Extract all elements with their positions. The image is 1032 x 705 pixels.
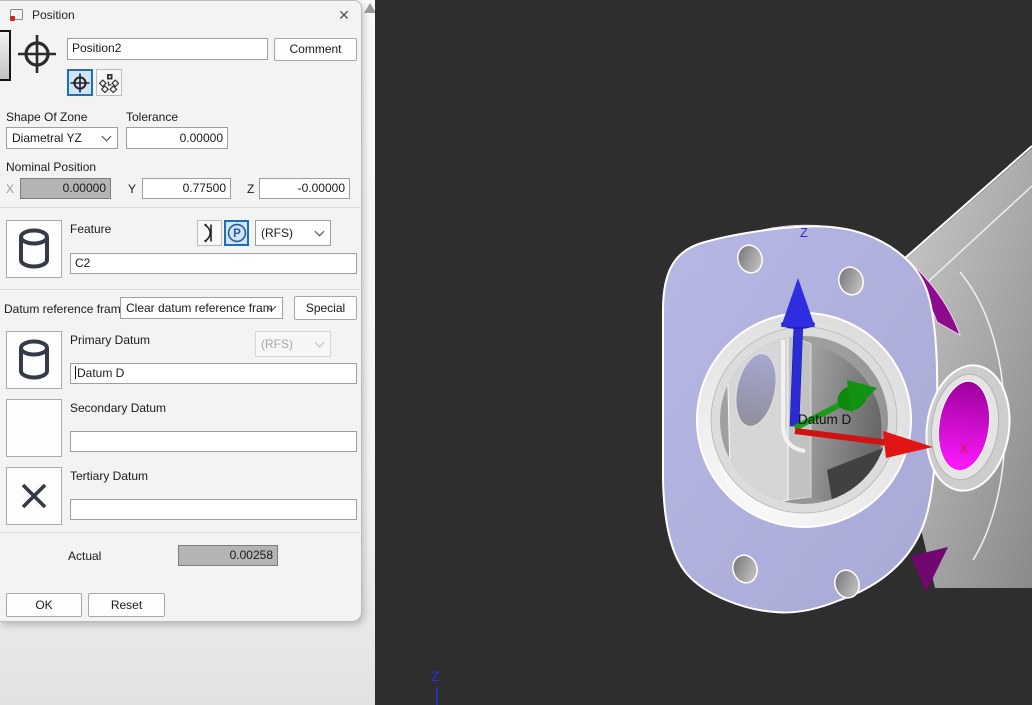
reset-button[interactable]: Reset (88, 593, 165, 617)
projected-zone-letter: P (233, 228, 241, 240)
comment-button[interactable]: Comment (274, 38, 357, 61)
drf-label: Datum reference frame (4, 302, 120, 316)
left-panel: Position ✕ Position2 Comment (0, 0, 376, 705)
position-symbol-icon (18, 35, 56, 73)
nominal-position-label: Nominal Position (6, 160, 97, 174)
nominal-z-label: Z (247, 182, 255, 196)
pattern-mode-toggle[interactable] (96, 69, 122, 96)
deviation-zone-button[interactable] (197, 220, 222, 246)
cylinder-icon (19, 228, 49, 269)
part-bolt-holes[interactable] (729, 242, 866, 601)
datum-d-label: Datum D (798, 412, 852, 427)
feature-section-label: Feature (70, 222, 112, 236)
nominal-y-input[interactable]: 0.77500 (142, 178, 231, 199)
tolerance-label: Tolerance (126, 110, 179, 124)
axis-x-label: X (960, 442, 968, 456)
chevron-down-icon (314, 226, 325, 237)
separator (0, 532, 360, 533)
feature-type-button[interactable] (6, 220, 62, 278)
secondary-datum-label: Secondary Datum (70, 401, 167, 415)
primary-modifier-value: (RFS) (261, 337, 293, 351)
y-arrowhead (847, 380, 877, 413)
separator (0, 289, 360, 290)
view-axis-indicator: Z (431, 668, 440, 705)
ok-button[interactable]: OK (6, 593, 82, 617)
primary-datum-value: Datum D (77, 366, 125, 380)
x-arrowhead (883, 431, 933, 458)
part-side-hole[interactable] (919, 360, 1018, 496)
text-caret (75, 366, 76, 379)
tertiary-datum-type-button[interactable] (6, 467, 62, 525)
primary-modifier-select: (RFS) (255, 331, 331, 357)
window-icon (10, 9, 23, 21)
primary-datum-label: Primary Datum (70, 333, 151, 347)
nominal-y-label: Y (128, 182, 137, 196)
primary-datum-type-button[interactable] (6, 331, 62, 389)
feature-modifier-select[interactable]: (RFS) (255, 220, 331, 246)
shape-of-zone-label: Shape Of Zone (6, 110, 88, 124)
chevron-down-icon (101, 131, 112, 142)
datum-triad[interactable] (781, 278, 933, 458)
feature-id-input[interactable]: C2 (70, 253, 357, 274)
position-dialog: Position ✕ Position2 Comment (0, 0, 362, 622)
axis-z-top-label: Z (800, 225, 808, 240)
primary-datum-input[interactable]: Datum D (70, 363, 357, 384)
part-rim-lower-sliver (911, 547, 948, 592)
actual-value-field: 0.00258 (178, 545, 278, 566)
drf-value: Clear datum reference fram (126, 301, 273, 315)
dialog-title: Position (32, 8, 75, 22)
deviation-zone-icon (203, 223, 212, 243)
nominal-x-label: X (6, 182, 15, 196)
position-symbol-small-icon (70, 73, 90, 92)
separator (0, 207, 360, 208)
close-icon[interactable]: ✕ (338, 7, 350, 23)
feature-name-value: Position2 (72, 41, 122, 55)
position-mode-toggle[interactable] (67, 69, 93, 96)
special-button[interactable]: Special (294, 296, 357, 320)
view-axis-z-label: Z (431, 668, 440, 684)
docked-toolbar-edge (0, 30, 11, 81)
shape-of-zone-value: Diametral YZ (12, 131, 82, 145)
nominal-z-input[interactable]: -0.00000 (259, 178, 350, 199)
drf-select[interactable]: Clear datum reference fram (120, 297, 283, 319)
tertiary-datum-label: Tertiary Datum (70, 469, 149, 483)
chevron-down-icon (314, 337, 325, 348)
feature-modifier-value: (RFS) (261, 226, 293, 240)
cylinder-icon (19, 339, 49, 380)
x-axis-arrow (794, 428, 891, 446)
x-mark-icon (21, 483, 47, 509)
projected-zone-button[interactable]: P (224, 220, 249, 246)
y-axis-arrow (793, 399, 847, 431)
pattern-icon (99, 73, 119, 93)
secondary-datum-input[interactable] (70, 431, 357, 452)
scroll-up-icon[interactable] (364, 3, 376, 13)
actual-label: Actual (68, 549, 102, 563)
secondary-datum-type-button[interactable] (6, 399, 62, 457)
z-arrowhead (781, 278, 815, 327)
cad-viewport[interactable]: X Z Datum D Z (375, 0, 1032, 705)
projected-zone-icon: P (227, 223, 246, 243)
tolerance-input[interactable]: 0.00000 (126, 127, 228, 149)
feature-name-input[interactable]: Position2 (67, 38, 268, 60)
dialog-titlebar[interactable]: Position ✕ (0, 1, 361, 27)
nominal-x-input: 0.00000 (20, 178, 111, 199)
tertiary-datum-input[interactable] (70, 499, 357, 520)
cad-scene: X Z Datum D Z (375, 0, 1032, 705)
shape-of-zone-select[interactable]: Diametral YZ (6, 127, 118, 149)
